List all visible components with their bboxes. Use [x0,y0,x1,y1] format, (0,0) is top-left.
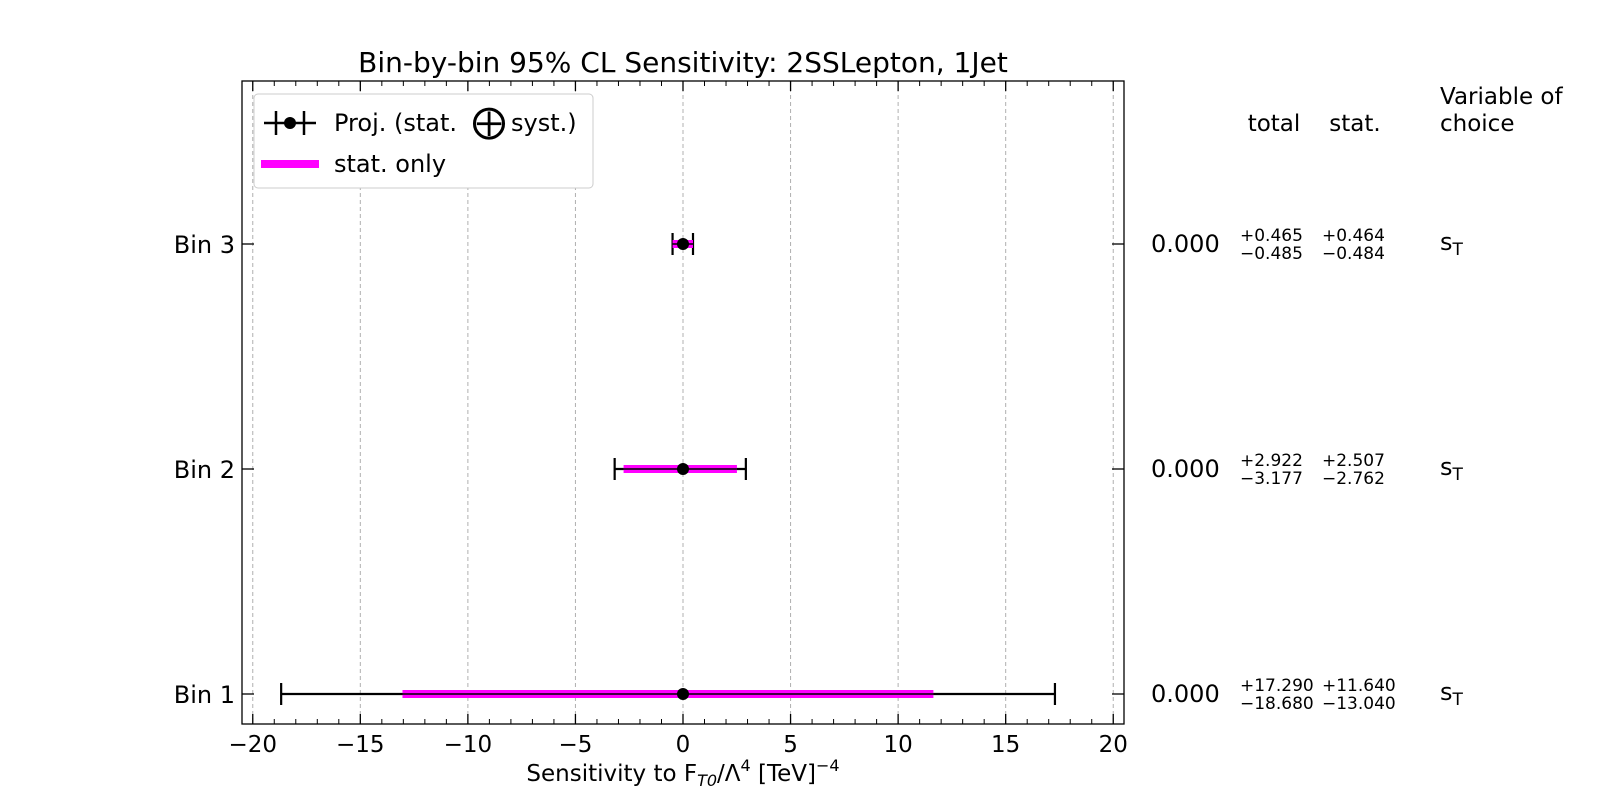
central-value-point [677,688,689,700]
central-value-text: 0.000 [1151,230,1220,258]
x-tick-label: −20 [228,732,277,758]
x-tick-label: −10 [444,732,493,758]
variable-text: sT [1440,228,1464,260]
x-axis-label: Sensitivity to FT0/Λ4 [TeV]−4 [526,756,839,790]
table-rows: 0.000 +0.465−0.485 +0.464−0.484 sT 0.000 +2.9… [1151,226,1464,714]
x-tick-label: 5 [783,732,798,758]
total-plus-text: +2.922 [1240,451,1303,471]
total-plus-text: +0.465 [1240,226,1303,246]
total-plus-text: +17.290 [1240,676,1314,696]
x-tick-label: 10 [883,732,912,758]
stat-plus-text: +11.640 [1322,676,1396,696]
axis-ticks [242,81,1124,724]
values-table: total stat. Variable of choice 0.000 +0.4… [1151,84,1564,714]
stat-plus-text: +0.464 [1322,226,1385,246]
central-value-text: 0.000 [1151,455,1220,483]
oplus-symbol: ⨁ [472,102,506,142]
error-bars [280,233,1057,705]
y-category-label: Bin 1 [174,681,235,709]
y-category-labels: Bin 1 Bin 2 Bin 3 [174,231,235,709]
x-tick-label: 15 [991,732,1020,758]
total-minus-text: −0.485 [1240,244,1303,264]
variable-text: sT [1440,678,1464,710]
x-tick-label: 20 [1099,732,1128,758]
header-variable-line1: Variable of [1440,84,1564,110]
x-tick-labels: −20 −15 −10 −5 0 5 10 15 20 [228,732,1127,758]
total-minus-text: −3.177 [1240,469,1303,489]
header-variable-line2: choice [1440,111,1514,137]
central-value-point [677,463,689,475]
x-tick-label: −15 [336,732,385,758]
total-minus-text: −18.680 [1240,694,1314,714]
stat-plus-text: +2.507 [1322,451,1385,471]
legend-label-syst: syst.) [511,109,577,137]
stat-minus-text: −0.484 [1322,244,1385,264]
legend-label-proj: Proj. (stat. [334,109,457,137]
chart-title: Bin-by-bin 95% CL Sensitivity: 2SSLepton… [358,46,1008,79]
header-total: total [1248,111,1301,137]
legend: Proj. (stat. ⨁ syst.) stat. only [253,93,594,189]
y-category-label: Bin 3 [174,231,235,259]
variable-text: sT [1440,453,1464,485]
x-tick-label: −5 [558,732,592,758]
header-stat: stat. [1329,111,1380,137]
y-category-label: Bin 2 [174,456,235,484]
x-tick-label: 0 [676,732,691,758]
stat-minus-text: −13.040 [1322,694,1396,714]
stat-minus-text: −2.762 [1322,469,1385,489]
legend-errorbar-symbol [264,111,316,135]
central-value-point [677,238,689,250]
legend-box [253,93,594,189]
legend-label-stat: stat. only [334,150,446,178]
central-value-text: 0.000 [1151,680,1220,708]
